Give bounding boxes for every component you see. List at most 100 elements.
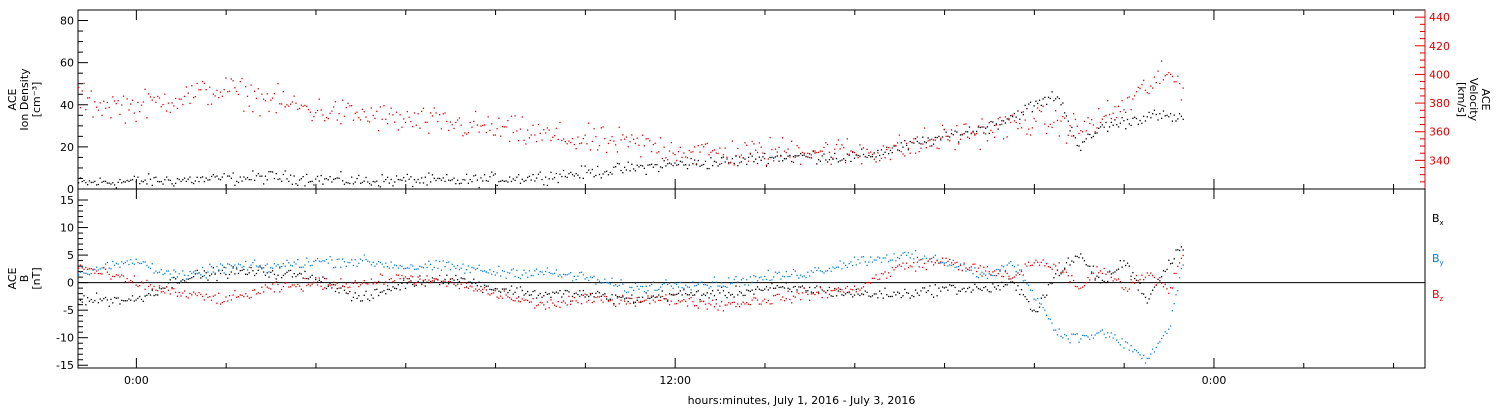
- density-series-point: [1046, 103, 1048, 106]
- velocity-series-point: [252, 111, 254, 113]
- bz-series-point: [1153, 276, 1156, 279]
- bx-series-point: [1143, 293, 1145, 295]
- by-series-point: [726, 286, 728, 288]
- velocity-series-point: [523, 139, 525, 141]
- by-series-point: [776, 272, 778, 275]
- velocity-series-point: [162, 103, 164, 106]
- velocity-series-point: [460, 124, 462, 126]
- density-series-point: [571, 173, 574, 176]
- by-series-point: [1110, 332, 1112, 334]
- bz-series-point: [747, 303, 750, 305]
- velocity-series-point: [816, 151, 818, 154]
- bx-series-point: [588, 295, 590, 298]
- bz-series-point: [338, 287, 340, 289]
- by-series-point: [101, 267, 103, 269]
- by-series-point: [318, 260, 320, 262]
- velocity-series-point: [365, 116, 367, 118]
- bx-series-point: [774, 287, 777, 289]
- by-series-point: [329, 256, 331, 258]
- bx-series-point: [438, 283, 441, 286]
- by-series-point: [525, 272, 527, 274]
- by-series-point: [1081, 334, 1084, 337]
- by-series-point: [358, 262, 360, 264]
- bz-series-point: [288, 286, 290, 288]
- velocity-series-point: [1162, 79, 1165, 81]
- bz-series-point: [1033, 262, 1035, 264]
- bz-series-point: [1038, 264, 1041, 266]
- density-series-point: [483, 174, 486, 176]
- density-series-point: [923, 141, 926, 143]
- density-series-point: [376, 180, 378, 182]
- density-series-point: [336, 177, 338, 179]
- velocity-series-point: [765, 164, 768, 166]
- density-series-point: [347, 182, 349, 184]
- bx-series-point: [598, 292, 601, 294]
- by-series-point: [959, 263, 962, 265]
- by-series-point: [133, 263, 135, 265]
- by-series-point: [676, 283, 678, 286]
- by-series-point: [638, 288, 640, 290]
- bz-series-point: [616, 297, 619, 299]
- bx-series-point: [589, 294, 592, 296]
- bx-series-point: [401, 282, 403, 285]
- velocity-series-point: [236, 90, 238, 93]
- velocity-series-point: [519, 128, 522, 130]
- bx-series-point: [128, 298, 130, 300]
- bx-series-point: [692, 294, 694, 296]
- by-series-point: [719, 285, 721, 287]
- by-series-point: [999, 270, 1001, 272]
- velocity-series-point: [1067, 134, 1069, 136]
- density-series-point: [916, 140, 919, 143]
- bz-series-point: [638, 301, 640, 303]
- bz-series-point: [1064, 269, 1066, 271]
- bz-series-point: [1123, 288, 1125, 291]
- by-series-point: [1166, 332, 1168, 335]
- velocity-tick-label: 440: [1429, 11, 1450, 24]
- by-series-point: [916, 256, 919, 258]
- bz-series-point: [162, 290, 164, 293]
- velocity-series-point: [674, 154, 676, 156]
- by-series-point: [825, 270, 827, 272]
- by-series-point: [178, 273, 180, 275]
- by-series-point: [119, 266, 121, 268]
- bx-series-point: [808, 286, 811, 289]
- bz-series-point: [368, 281, 371, 284]
- velocity-series-point: [622, 134, 624, 136]
- bz-series-point: [983, 266, 985, 268]
- bz-series-point: [469, 285, 471, 287]
- by-series-point: [1150, 353, 1152, 355]
- bz-series-point: [584, 293, 586, 295]
- velocity-series-point: [753, 143, 755, 145]
- bz-series-point: [683, 298, 685, 301]
- density-series-point: [1143, 115, 1145, 118]
- bz-series-point: [1002, 275, 1005, 278]
- bx-series-point: [807, 290, 809, 292]
- bx-series-point: [1153, 286, 1156, 288]
- by-series-point: [1160, 337, 1163, 340]
- velocity-series-point: [857, 156, 859, 159]
- by-series-point: [753, 275, 755, 277]
- by-series-point: [940, 262, 942, 264]
- density-series-point: [1080, 149, 1082, 152]
- density-series-point: [1160, 117, 1163, 119]
- bz-series-point: [350, 282, 353, 284]
- bx-series-point: [658, 294, 660, 296]
- bx-series-point: [1146, 302, 1148, 304]
- by-series-point: [203, 275, 206, 277]
- density-series-point: [683, 164, 685, 166]
- density-series-point: [677, 163, 680, 166]
- bz-series-point: [679, 301, 681, 303]
- by-series-point: [1017, 264, 1019, 266]
- bx-series-point: [474, 282, 477, 285]
- bx-series-point: [273, 273, 276, 276]
- velocity-series-point: [923, 127, 926, 129]
- bz-series-point: [658, 299, 660, 302]
- bx-series-point: [81, 301, 83, 303]
- by-series-point: [816, 269, 818, 272]
- velocity-series-point: [397, 129, 399, 131]
- bz-series-point: [537, 304, 540, 306]
- bx-series-point: [148, 292, 150, 295]
- bz-series-point: [160, 291, 162, 293]
- by-series-point: [297, 259, 299, 261]
- bz-series-point: [483, 287, 486, 289]
